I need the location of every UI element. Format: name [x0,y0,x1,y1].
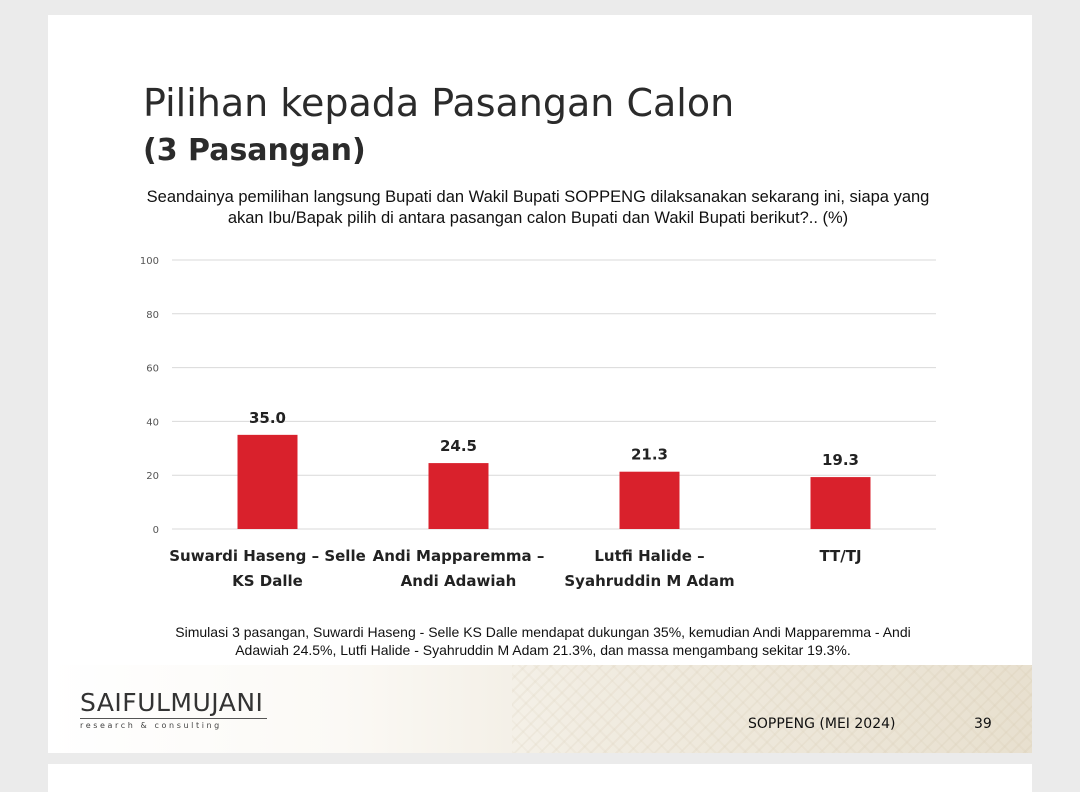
y-tick-label: 20 [146,471,159,482]
footer-label: SOPPENG (MEI 2024) [748,716,896,732]
y-tick-label: 0 [153,525,159,536]
logo-divider [80,718,267,719]
y-tick-label: 60 [146,364,159,375]
bar [237,434,298,529]
data-label: 24.5 [440,437,477,455]
x-tick-label: Andi Adawiah [401,572,517,590]
chart-note: Simulasi 3 pasangan, Suwardi Haseng - Se… [143,623,943,659]
batik-pattern [512,665,1032,753]
bar [428,463,489,529]
slide-subtitle: (3 Pasangan) [143,133,366,168]
chart-note-line: Simulasi 3 pasangan, Suwardi Haseng - Se… [175,624,911,640]
x-tick-label: Lutfi Halide – [594,547,704,565]
data-label: 21.3 [631,446,668,464]
x-tick-label: KS Dalle [232,572,303,590]
data-label: 19.3 [822,451,859,469]
survey-question-line: akan Ibu/Bapak pilih di antara pasangan … [227,209,849,227]
page-number: 39 [974,716,992,732]
x-tick-label: Suwardi Haseng – Selle [169,547,366,565]
presentation-slide: Pilihan kepada Pasangan Calon (3 Pasanga… [48,15,1032,753]
next-slide-edge [48,764,1032,792]
bar [619,471,680,529]
company-logo: SAIFULMUJANI research & consulting [80,688,267,730]
x-tick-label: Syahruddin M Adam [564,572,734,590]
chart-note-line: Adawiah 24.5%, Lutfi Halide - Syahruddin… [235,642,851,658]
survey-question: Seandainya pemilihan langsung Bupati dan… [108,187,968,229]
x-tick-label: TT/TJ [819,547,861,565]
y-tick-label: 40 [146,417,159,428]
logo-name: SAIFULMUJANI [80,688,264,717]
x-tick-label: Andi Mapparemma – [373,547,545,565]
slide-title: Pilihan kepada Pasangan Calon [143,81,735,125]
bar-chart: 0 20 40 60 80 100 35.0 Suwardi Haseng – Selle KS… [140,256,936,590]
survey-question-line: Seandainya pemilihan langsung Bupati dan… [146,188,930,206]
logo-tagline: research & consulting [80,721,222,730]
data-label: 35.0 [249,409,286,427]
y-tick-label: 100 [140,256,159,267]
y-tick-label: 80 [146,310,159,321]
bar [810,477,871,529]
footer-decoration [48,665,1032,753]
